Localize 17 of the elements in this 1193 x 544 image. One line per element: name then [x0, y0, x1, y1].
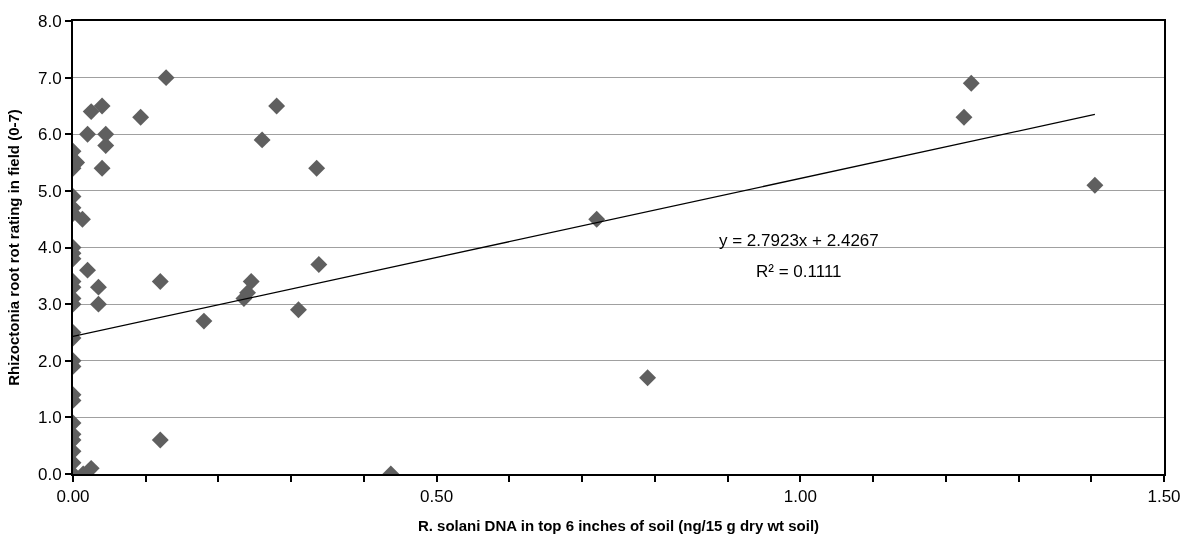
y-tick-label: 8.0 [37, 11, 62, 31]
y-tick-label: 7.0 [37, 68, 62, 88]
annotation: R² = 0.1111 [756, 262, 842, 281]
y-tick-label: 6.0 [37, 125, 62, 145]
x-tick-label: 1.00 [783, 487, 817, 507]
y-tick-label: 5.0 [37, 181, 62, 201]
annotation: y = 2.7923x + 2.4267 [719, 231, 879, 250]
y-tick-label: 2.0 [37, 351, 62, 371]
y-tick-label: 0.0 [37, 464, 62, 484]
x-tick-label: 0.50 [420, 487, 454, 507]
x-axis-title: R. solani DNA in top 6 inches of soil (ng/15 g dry wt soil) [417, 516, 820, 534]
y-tick-label: 4.0 [37, 238, 62, 258]
x-tick-label: 0.00 [56, 487, 90, 507]
x-tick-label: 1.50 [1147, 487, 1181, 507]
y-tick-label: 1.0 [37, 408, 62, 428]
y-axis-title: Rhizoctonia root rot rating in field (0-7) [4, 109, 22, 386]
y-tick-label: 3.0 [37, 295, 62, 315]
